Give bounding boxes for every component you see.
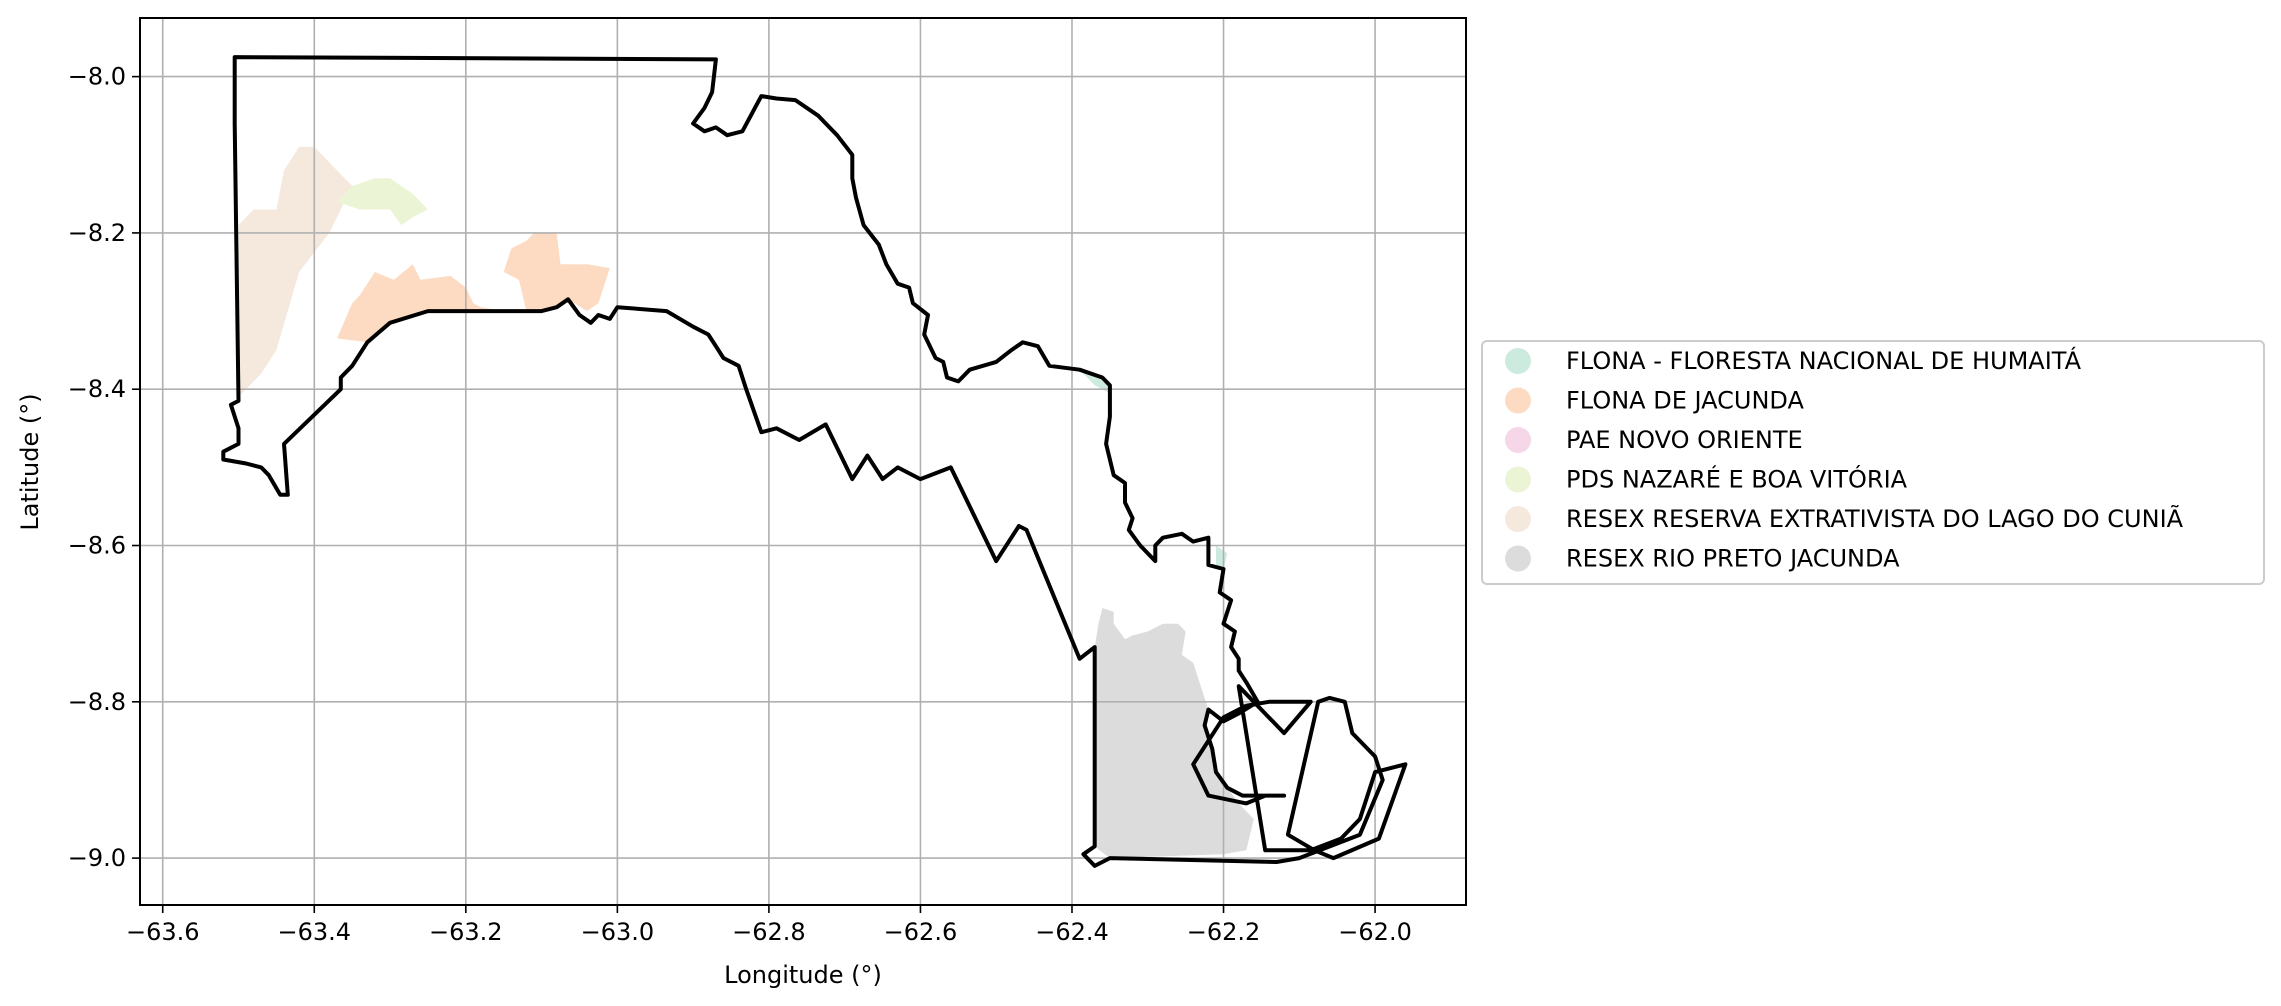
y-axis-label: Latitude (°)	[16, 393, 44, 530]
legend-items: FLONA - FLORESTA NACIONAL DE HUMAITÁ FLON…	[1505, 346, 2184, 573]
legend-box	[1481, 340, 2265, 585]
x-tick-label: −62.0	[1338, 918, 1412, 946]
legend-label: PDS NAZARÉ E BOA VITÓRIA	[1566, 464, 1908, 494]
x-tick-label: −62.8	[732, 918, 806, 946]
x-tick-label: −63.0	[581, 918, 655, 946]
y-tick-label: −8.2	[68, 219, 126, 247]
legend-marker	[1505, 545, 1531, 572]
area-flona-de-jacunda-3	[503, 232, 610, 312]
legend: FLONA - FLORESTA NACIONAL DE HUMAITÁ FLON…	[1481, 340, 2265, 585]
grid-lines	[140, 18, 1466, 905]
x-tick-label: −62.2	[1187, 918, 1261, 946]
x-tick-label: −63.6	[126, 918, 200, 946]
legend-marker	[1505, 506, 1531, 532]
legend-marker	[1505, 466, 1531, 493]
legend-label: RESEX RESERVA EXTRATIVISTA DO LAGO DO CU…	[1566, 503, 2184, 533]
x-tick-label: −62.4	[1035, 918, 1109, 946]
municipality-boundary	[221, 55, 1408, 868]
x-axis-ticks: −63.6 −63.4 −63.2 −63.0 −62.8 −62.6 −62.4 −62.2…	[126, 905, 1412, 946]
legend-label: RESEX RIO PRETO JACUNDA	[1566, 545, 1900, 573]
legend-marker	[1505, 348, 1531, 374]
area-resex-reserva-extrativista-do-lago-do-cuni--0	[238, 146, 353, 397]
area-pds-nazar-e-boa-vit-ria-1	[337, 178, 428, 226]
y-tick-label: −8.6	[68, 532, 126, 560]
x-tick-label: −62.6	[884, 918, 958, 946]
legend-label: PAE NOVO ORIENTE	[1566, 426, 1803, 454]
legend-marker	[1505, 427, 1531, 453]
protected-areas-layer	[238, 146, 1254, 859]
x-axis-label: Longitude (°)	[724, 961, 882, 989]
y-tick-label: −8.8	[68, 688, 126, 716]
legend-marker	[1505, 387, 1531, 414]
y-tick-label: −8.4	[68, 375, 126, 403]
x-tick-label: −63.2	[429, 918, 503, 946]
y-axis-ticks: −8.0 −8.2 −8.4 −8.6 −8.8 −9.0	[68, 63, 140, 872]
area-flona-floresta-nacional-de-humait--6	[1216, 545, 1228, 569]
legend-label: FLONA - FLORESTA NACIONAL DE HUMAITÁ	[1566, 346, 2082, 375]
legend-label: FLONA DE JACUNDA	[1566, 387, 1804, 415]
area-flona-de-jacunda-2	[337, 264, 504, 343]
plot-frame	[139, 17, 1467, 906]
area-flona-floresta-nacional-de-humait--5	[1079, 369, 1110, 394]
y-tick-label: −9.0	[68, 844, 126, 872]
municipality-boundary-layer	[221, 55, 1408, 868]
x-tick-label: −63.4	[278, 918, 352, 946]
y-tick-label: −8.0	[68, 63, 126, 91]
